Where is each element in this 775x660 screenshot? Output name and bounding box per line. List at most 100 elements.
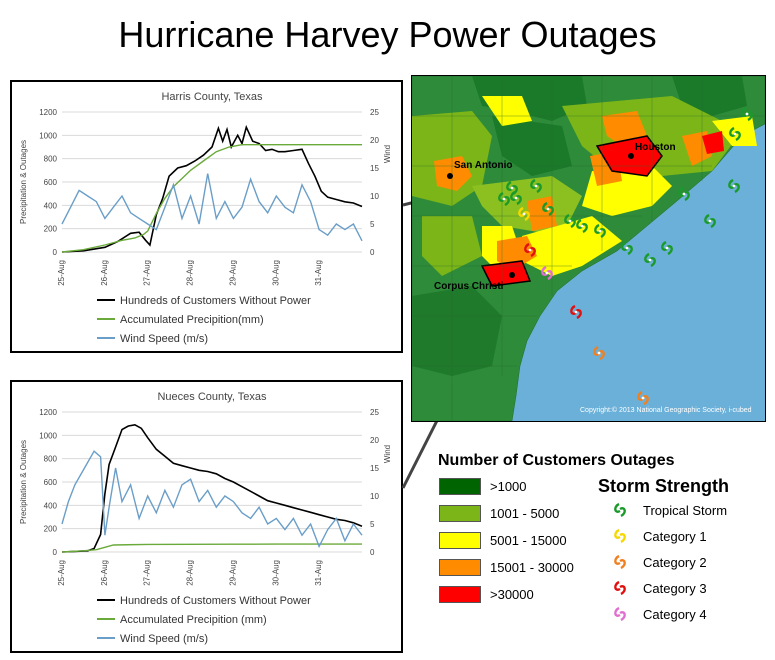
harris-y2tick-label: 25 bbox=[370, 108, 379, 117]
nueces-y2tick-label: 5 bbox=[370, 520, 375, 529]
storm-legend-label: Tropical Storm bbox=[643, 503, 728, 518]
harris-xtick-label: 27-Aug bbox=[143, 260, 152, 286]
storm-legend-title: Storm Strength bbox=[598, 476, 730, 496]
harris-ytick-label: 0 bbox=[53, 248, 58, 257]
storm-icon bbox=[570, 304, 582, 320]
nueces-xtick-label: 31-Aug bbox=[314, 560, 323, 586]
outage-legend-label: 15001 - 30000 bbox=[490, 560, 574, 575]
nueces-xtick-label: 28-Aug bbox=[186, 560, 195, 586]
storm-icon bbox=[593, 345, 605, 361]
storm-legend-label: Category 1 bbox=[643, 529, 707, 544]
outage-legend-swatch bbox=[439, 505, 481, 522]
nueces-chart-title: Nueces County, Texas bbox=[157, 391, 267, 403]
storm-eye bbox=[732, 184, 736, 188]
harris-legend-label: Accumulated Precipition(mm) bbox=[120, 314, 264, 326]
outage-legend-swatch bbox=[439, 532, 481, 549]
storm-icon bbox=[510, 190, 522, 206]
harris-chart-title: Harris County, Texas bbox=[161, 91, 263, 103]
harris-legend-label: Hundreds of Customers Without Power bbox=[120, 295, 311, 307]
storm-eye bbox=[514, 196, 518, 200]
harris-y2tick-label: 20 bbox=[370, 136, 379, 145]
storm-icon bbox=[518, 206, 530, 222]
nueces-ytick-label: 200 bbox=[44, 525, 58, 534]
outage-legend-label: >1000 bbox=[490, 479, 527, 494]
city-label-san-antonio: San Antonio bbox=[454, 160, 513, 171]
storm-icon bbox=[621, 240, 633, 256]
nueces-ytick-label: 0 bbox=[53, 548, 58, 557]
storm-icon bbox=[594, 223, 606, 239]
harris-xtick-label: 26-Aug bbox=[100, 260, 109, 286]
outage-legend-label: 1001 - 5000 bbox=[490, 506, 560, 521]
storm-icon bbox=[729, 126, 741, 142]
storm-legend-icon-shape bbox=[614, 606, 626, 622]
storm-eye bbox=[665, 246, 669, 250]
outage-legend-swatch bbox=[439, 559, 481, 576]
nueces-ytick-label: 400 bbox=[44, 501, 58, 510]
outage-legend-title: Number of Customers Outages bbox=[438, 452, 675, 469]
nueces-y2tick-label: 10 bbox=[370, 492, 379, 501]
storm-legend-icon bbox=[614, 554, 626, 570]
storm-legend-label: Category 2 bbox=[643, 555, 707, 570]
storm-eye bbox=[510, 186, 514, 190]
harris-y2label: Wind bbox=[383, 145, 392, 163]
nueces-xtick-label: 26-Aug bbox=[100, 560, 109, 586]
storm-eye bbox=[648, 258, 652, 262]
storm-icon bbox=[741, 106, 753, 122]
nueces-chart-panel: Nueces County, Texas 0 200 400 600 800 1000 120… bbox=[10, 380, 403, 653]
storm-eye bbox=[745, 112, 749, 116]
storm-icon bbox=[564, 213, 576, 229]
texas-map: San Antonio Houston Corpus Christi Copyr… bbox=[412, 76, 765, 421]
houston-dot bbox=[628, 153, 634, 159]
harris-ytick-label: 400 bbox=[44, 201, 58, 210]
nueces-xtick-label: 25-Aug bbox=[57, 560, 66, 586]
harris-ytick-label: 1200 bbox=[39, 108, 57, 117]
outage-legend-swatch bbox=[439, 478, 481, 495]
storm-icon bbox=[524, 242, 536, 258]
outage-legend-label: 5001 - 15000 bbox=[490, 533, 567, 548]
nueces-series-line-2 bbox=[61, 450, 363, 549]
harris-y2tick-label: 10 bbox=[370, 192, 379, 201]
storm-icon bbox=[541, 265, 553, 281]
storm-eye bbox=[574, 310, 578, 314]
harris-chart: Harris County, Texas02004006008001000120… bbox=[19, 91, 392, 345]
nueces-ytick-label: 1200 bbox=[39, 408, 57, 417]
storm-eye bbox=[598, 229, 602, 233]
harris-y2tick-label: 0 bbox=[370, 248, 375, 257]
nueces-xtick-label: 29-Aug bbox=[228, 560, 237, 586]
storm-eye bbox=[625, 246, 629, 250]
city-label-houston: Houston bbox=[635, 142, 676, 153]
harris-ytick-label: 200 bbox=[44, 225, 58, 234]
nueces-ytick-label: 800 bbox=[44, 455, 58, 464]
storm-icon bbox=[678, 186, 690, 202]
storm-legend-icon bbox=[614, 580, 626, 596]
storm-icon bbox=[530, 178, 542, 194]
storm-eye bbox=[568, 219, 572, 223]
nueces-ytick-label: 600 bbox=[44, 478, 58, 487]
storm-legend-label: Category 3 bbox=[643, 581, 707, 596]
nueces-chart: Nueces County, Texas02004006008001000120… bbox=[19, 391, 392, 645]
storm-eye bbox=[708, 219, 712, 223]
harris-legend-label: Wind Speed (m/s) bbox=[120, 333, 208, 345]
storm-legend-icon bbox=[614, 502, 626, 518]
nueces-legend-label: Hundreds of Customers Without Power bbox=[120, 595, 311, 607]
nueces-y2tick-label: 20 bbox=[370, 436, 379, 445]
nueces-y2tick-label: 25 bbox=[370, 408, 379, 417]
storm-track bbox=[498, 106, 753, 406]
page-title: Hurricane Harvey Power Outages bbox=[118, 14, 657, 55]
city-label-corpus-christi: Corpus Christi bbox=[434, 281, 504, 292]
storm-icon bbox=[661, 240, 673, 256]
harris-ytick-label: 600 bbox=[44, 178, 58, 187]
harris-series-line-1 bbox=[61, 144, 362, 253]
storm-legend-icon-shape bbox=[614, 554, 626, 570]
nueces-series-line-0 bbox=[61, 423, 363, 553]
nueces-ytick-label: 1000 bbox=[39, 431, 57, 440]
storm-legend-icon bbox=[614, 528, 626, 544]
nueces-ylabel: Precipitation & Outages bbox=[19, 440, 28, 524]
storm-eye bbox=[733, 132, 737, 136]
map-copyright: Copyright:© 2013 National Geographic Soc… bbox=[580, 406, 752, 414]
harris-ylabel: Precipitation & Outages bbox=[19, 140, 28, 224]
map-panel: San Antonio Houston Corpus Christi Copyr… bbox=[411, 75, 766, 422]
nueces-y2tick-label: 0 bbox=[370, 548, 375, 557]
harris-xtick-label: 29-Aug bbox=[228, 260, 237, 286]
storm-eye bbox=[641, 396, 645, 400]
